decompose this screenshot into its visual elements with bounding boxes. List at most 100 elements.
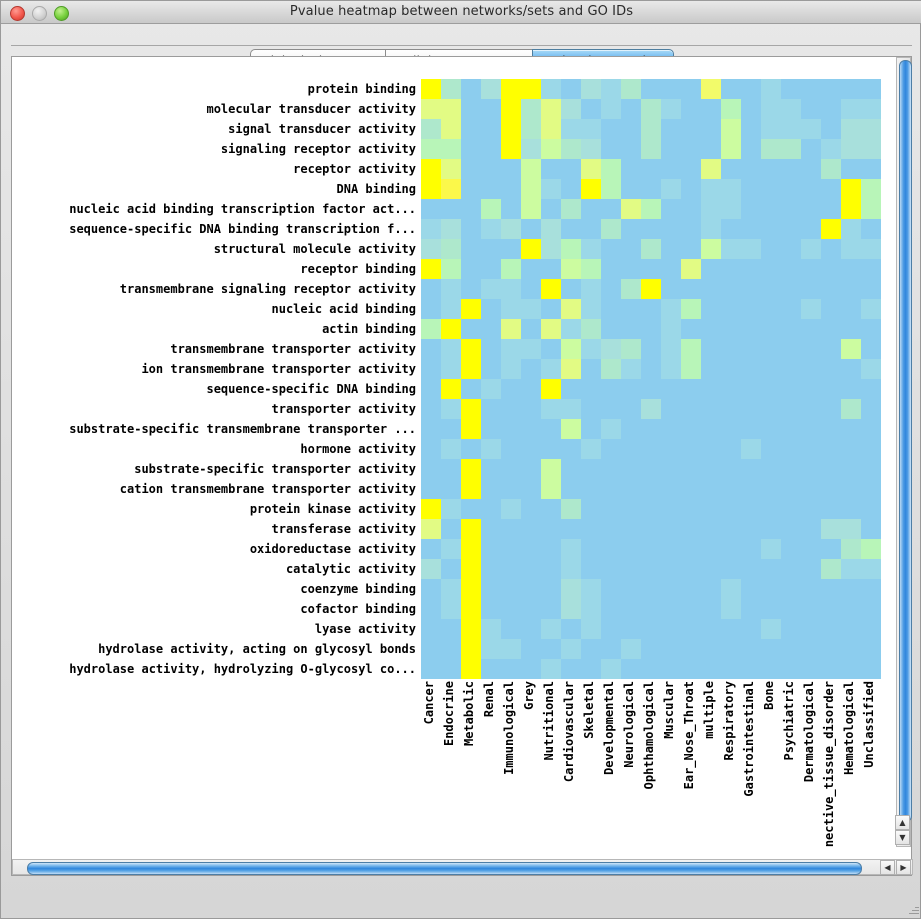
heatmap-cell[interactable] xyxy=(441,139,461,159)
heatmap-cell[interactable] xyxy=(501,379,521,399)
heatmap-cell[interactable] xyxy=(841,259,861,279)
heatmap-cell[interactable] xyxy=(641,439,661,459)
heatmap-cell[interactable] xyxy=(621,219,641,239)
heatmap-cell[interactable] xyxy=(421,499,441,519)
heatmap-cell[interactable] xyxy=(581,399,601,419)
heatmap-cell[interactable] xyxy=(501,439,521,459)
heatmap-cell[interactable] xyxy=(721,399,741,419)
heatmap-cell[interactable] xyxy=(841,519,861,539)
heatmap-cell[interactable] xyxy=(821,219,841,239)
heatmap-cell[interactable] xyxy=(821,479,841,499)
heatmap-cell[interactable] xyxy=(421,619,441,639)
heatmap-cell[interactable] xyxy=(821,259,841,279)
heatmap-cell[interactable] xyxy=(481,359,501,379)
heatmap-cell[interactable] xyxy=(781,199,801,219)
heatmap-cell[interactable] xyxy=(701,159,721,179)
heatmap-cell[interactable] xyxy=(501,479,521,499)
heatmap-cell[interactable] xyxy=(461,299,481,319)
heatmap-cell[interactable] xyxy=(781,99,801,119)
heatmap-cell[interactable] xyxy=(761,419,781,439)
heatmap-cell[interactable] xyxy=(521,319,541,339)
heatmap-cell[interactable] xyxy=(601,159,621,179)
heatmap-cell[interactable] xyxy=(661,379,681,399)
heatmap-cell[interactable] xyxy=(521,199,541,219)
heatmap-cell[interactable] xyxy=(761,79,781,99)
heatmap-cell[interactable] xyxy=(661,99,681,119)
heatmap-cell[interactable] xyxy=(501,359,521,379)
heatmap-cell[interactable] xyxy=(761,119,781,139)
heatmap-cell[interactable] xyxy=(561,619,581,639)
heatmap-cell[interactable] xyxy=(781,559,801,579)
heatmap-cell[interactable] xyxy=(541,539,561,559)
heatmap-cell[interactable] xyxy=(501,399,521,419)
heatmap-cell[interactable] xyxy=(601,379,621,399)
heatmap-cell[interactable] xyxy=(681,659,701,679)
heatmap-cell[interactable] xyxy=(481,179,501,199)
heatmap-cell[interactable] xyxy=(741,619,761,639)
heatmap-cell[interactable] xyxy=(501,339,521,359)
heatmap-cell[interactable] xyxy=(561,579,581,599)
heatmap-cell[interactable] xyxy=(661,459,681,479)
heatmap-cell[interactable] xyxy=(541,659,561,679)
heatmap-cell[interactable] xyxy=(621,619,641,639)
heatmap-cell[interactable] xyxy=(501,619,521,639)
heatmap-cell[interactable] xyxy=(801,139,821,159)
heatmap-cell[interactable] xyxy=(561,559,581,579)
heatmap-cell[interactable] xyxy=(501,459,521,479)
heatmap-cell[interactable] xyxy=(541,339,561,359)
heatmap-cell[interactable] xyxy=(541,419,561,439)
heatmap-cell[interactable] xyxy=(801,479,821,499)
scroll-down-arrow-icon[interactable]: ▼ xyxy=(895,830,910,845)
heatmap-cell[interactable] xyxy=(841,439,861,459)
heatmap-cell[interactable] xyxy=(801,199,821,219)
heatmap-cell[interactable] xyxy=(741,479,761,499)
heatmap-cell[interactable] xyxy=(681,639,701,659)
heatmap-cell[interactable] xyxy=(441,519,461,539)
heatmap-cell[interactable] xyxy=(481,219,501,239)
heatmap-cell[interactable] xyxy=(741,439,761,459)
heatmap-cell[interactable] xyxy=(721,199,741,219)
minimize-button[interactable] xyxy=(32,6,47,21)
heatmap-cell[interactable] xyxy=(521,179,541,199)
heatmap-cell[interactable] xyxy=(541,399,561,419)
heatmap-cell[interactable] xyxy=(801,239,821,259)
heatmap-cell[interactable] xyxy=(761,579,781,599)
heatmap-cell[interactable] xyxy=(701,219,721,239)
vertical-scrollbar[interactable]: ▲ ▼ xyxy=(895,57,912,847)
heatmap-cell[interactable] xyxy=(721,219,741,239)
heatmap-cell[interactable] xyxy=(461,619,481,639)
heatmap-cell[interactable] xyxy=(741,119,761,139)
heatmap-cell[interactable] xyxy=(801,459,821,479)
heatmap-cell[interactable] xyxy=(821,79,841,99)
heatmap-cell[interactable] xyxy=(521,639,541,659)
heatmap-cell[interactable] xyxy=(441,239,461,259)
heatmap-cell[interactable] xyxy=(481,379,501,399)
heatmap-cell[interactable] xyxy=(701,179,721,199)
heatmap-cell[interactable] xyxy=(801,159,821,179)
heatmap-cell[interactable] xyxy=(721,539,741,559)
heatmap-cell[interactable] xyxy=(681,99,701,119)
heatmap-cell[interactable] xyxy=(681,439,701,459)
scroll-left-arrow-icon[interactable]: ◀ xyxy=(880,860,895,875)
heatmap-cell[interactable] xyxy=(501,219,521,239)
heatmap-cell[interactable] xyxy=(581,459,601,479)
heatmap-cell[interactable] xyxy=(521,239,541,259)
heatmap-cell[interactable] xyxy=(661,259,681,279)
heatmap-cell[interactable] xyxy=(861,459,881,479)
heatmap-cell[interactable] xyxy=(521,219,541,239)
heatmap-cell[interactable] xyxy=(701,459,721,479)
heatmap-cell[interactable] xyxy=(601,659,621,679)
heatmap-cell[interactable] xyxy=(821,539,841,559)
heatmap-cell[interactable] xyxy=(661,139,681,159)
heatmap-cell[interactable] xyxy=(781,599,801,619)
heatmap-cell[interactable] xyxy=(601,319,621,339)
heatmap-cell[interactable] xyxy=(601,199,621,219)
heatmap-cell[interactable] xyxy=(581,379,601,399)
heatmap-cell[interactable] xyxy=(421,379,441,399)
heatmap-cell[interactable] xyxy=(461,99,481,119)
heatmap-cell[interactable] xyxy=(441,159,461,179)
heatmap-cell[interactable] xyxy=(601,539,621,559)
heatmap-cell[interactable] xyxy=(741,359,761,379)
heatmap-cell[interactable] xyxy=(581,339,601,359)
heatmap-cell[interactable] xyxy=(421,239,441,259)
